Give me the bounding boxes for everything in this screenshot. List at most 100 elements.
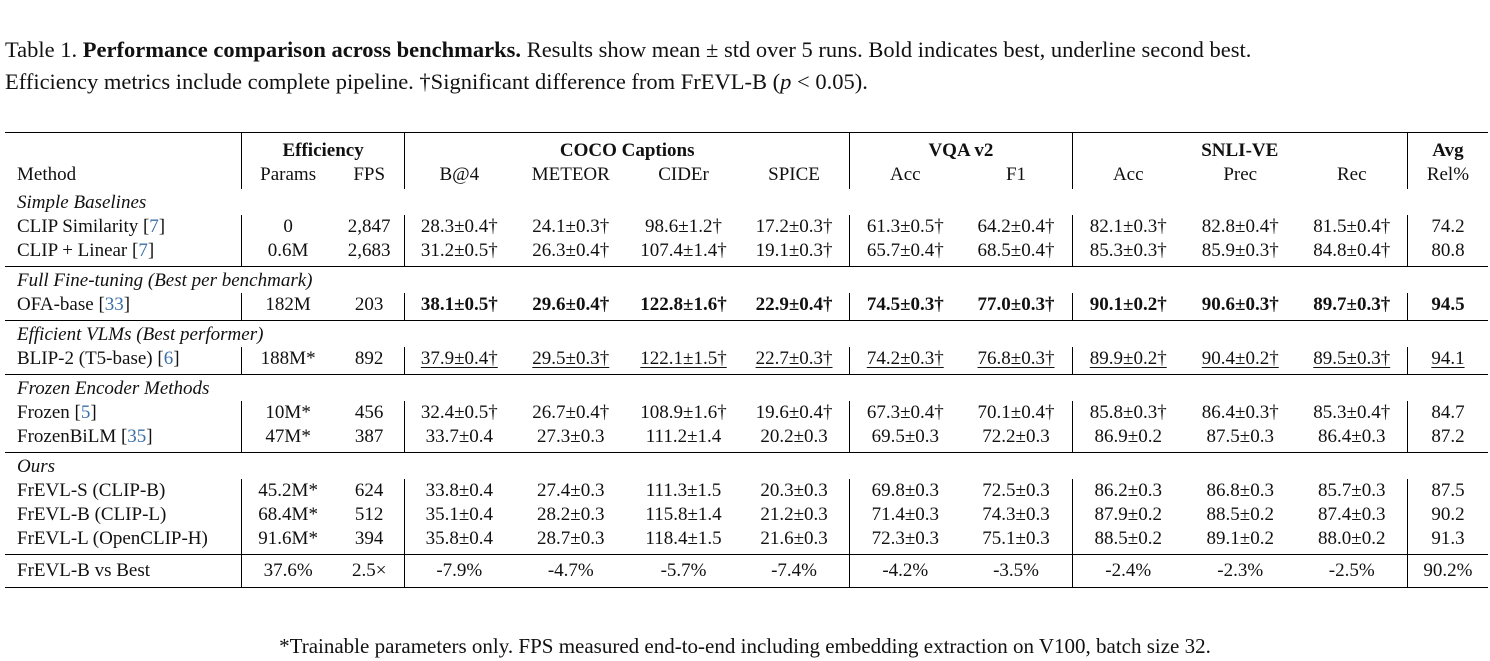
table-row: FrEVL-B (CLIP-L) 68.4M* 512 35.1±0.4 28.2±0.… bbox=[5, 503, 1488, 527]
table-cell: 45.2M* bbox=[241, 479, 335, 503]
table-cell: 68.5±0.4† bbox=[960, 239, 1072, 267]
method-name: OFA-base bbox=[17, 294, 94, 315]
value-cell: 88.5±0.2 bbox=[1094, 528, 1162, 549]
value-cell: 85.7±0.3 bbox=[1318, 480, 1386, 501]
value-cell: 84.8±0.4† bbox=[1313, 240, 1391, 261]
table-cell: 47M* bbox=[241, 425, 335, 453]
method-name: FrEVL-S (CLIP-B) bbox=[17, 480, 166, 501]
table-cell: 33.7±0.4 bbox=[404, 425, 514, 453]
table-row: Frozen [5] 10M* 456 32.4±0.5† 26.7±0.4† 108.9… bbox=[5, 401, 1488, 425]
summary-value: -3.5% bbox=[960, 554, 1073, 588]
value-cell: 28.7±0.3 bbox=[537, 528, 605, 549]
section-header-row: Ours bbox=[5, 452, 1488, 479]
table-cell: 89.1±0.2 bbox=[1184, 527, 1297, 555]
caption-label: Table 1. bbox=[5, 37, 78, 62]
table-cell: 122.8±1.6† bbox=[628, 293, 739, 321]
table-cell: 76.8±0.3† bbox=[960, 347, 1072, 375]
value-cell: 64.2±0.4† bbox=[977, 216, 1055, 237]
table-cell: 74.5±0.3† bbox=[849, 293, 961, 321]
summary-row: FrEVL-B vs Best 37.6% 2.5× -7.9% -4.7% -5.7% -… bbox=[5, 554, 1488, 588]
method-cell: FrEVL-S (CLIP-B) bbox=[5, 479, 242, 503]
column-header: B@4 bbox=[404, 163, 514, 189]
table-cell: 69.8±0.3 bbox=[849, 479, 961, 503]
summary-value: 2.5× bbox=[334, 554, 405, 588]
section-header-row: Full Fine-tuning (Best per benchmark) bbox=[5, 266, 1488, 293]
value-cell: 35.1±0.4 bbox=[425, 504, 493, 525]
table-cell: 111.2±1.4 bbox=[628, 425, 739, 453]
citation-link[interactable]: 7 bbox=[149, 216, 159, 237]
table-cell: 111.3±1.5 bbox=[628, 479, 739, 503]
column-header: Rel% bbox=[1406, 163, 1488, 189]
table-cell: 28.7±0.3 bbox=[513, 527, 628, 555]
table-cell: 85.7±0.3 bbox=[1297, 479, 1408, 503]
value-cell: 89.7±0.3† bbox=[1313, 294, 1391, 315]
table-cell: 61.3±0.5† bbox=[849, 215, 961, 239]
value-cell: 2,683 bbox=[347, 240, 391, 261]
method-name: FrEVL-B (CLIP-L) bbox=[17, 504, 167, 525]
citation-link[interactable]: 33 bbox=[104, 294, 124, 315]
value-cell: 21.6±0.3 bbox=[760, 528, 828, 549]
value-cell: 69.5±0.3 bbox=[871, 426, 939, 447]
value-cell: 72.2±0.3 bbox=[982, 426, 1050, 447]
table-cell: 24.1±0.3† bbox=[513, 215, 628, 239]
citation-link[interactable]: 35 bbox=[127, 426, 147, 447]
table-cell: 35.1±0.4 bbox=[404, 503, 514, 527]
table-cell: 21.2±0.3 bbox=[739, 503, 850, 527]
section-title: Simple Baselines bbox=[17, 192, 147, 213]
table-row: CLIP + Linear [7] 0.6M 2,683 31.2±0.5† 26.3±… bbox=[5, 239, 1488, 267]
table-row: BLIP-2 (T5-base) [6] 188M* 892 37.9±0.4† 29.… bbox=[5, 347, 1488, 375]
table-cell: 182M bbox=[241, 293, 335, 321]
column-header: Rec bbox=[1336, 164, 1367, 185]
column-header: SPICE bbox=[768, 164, 820, 185]
summary-value: 90.2% bbox=[1406, 554, 1488, 588]
value-cell: 85.8±0.3† bbox=[1089, 402, 1167, 423]
table-row: FrozenBiLM [35] 47M* 387 33.7±0.4 27.3±0.3 11… bbox=[5, 425, 1488, 453]
value-cell: 111.2±1.4 bbox=[645, 426, 722, 447]
caption-line-1: Table 1. Performance comparison across b… bbox=[5, 34, 1487, 66]
header-column-row: Method Params FPS B@4 METEOR CIDEr SPICE… bbox=[5, 163, 1488, 189]
value-cell: 22.9±0.4† bbox=[755, 294, 833, 315]
value-cell: 122.1±1.5† bbox=[640, 348, 727, 369]
value-cell: 107.4±1.4† bbox=[640, 240, 727, 261]
value-cell: 74.2±0.3† bbox=[866, 348, 944, 369]
value-cell: 87.4±0.3 bbox=[1318, 504, 1386, 525]
method-cell: CLIP Similarity [7] bbox=[17, 216, 166, 237]
table-cell: 65.7±0.4† bbox=[849, 239, 961, 267]
value-cell: 67.3±0.4† bbox=[866, 402, 944, 423]
value-cell: 29.5±0.3† bbox=[532, 348, 610, 369]
value-cell: 87.9±0.2 bbox=[1094, 504, 1162, 525]
column-header: CIDEr bbox=[658, 164, 709, 185]
table-footnote: *Trainable parameters only. FPS measured… bbox=[279, 634, 1211, 658]
value-cell: 27.4±0.3 bbox=[537, 480, 605, 501]
table-cell: 38.1±0.5† bbox=[404, 293, 514, 321]
table-cell: 67.3±0.4† bbox=[849, 401, 961, 425]
value-cell: 70.1±0.4† bbox=[977, 402, 1055, 423]
table-cell: 512 bbox=[334, 503, 404, 527]
value-cell: 21.2±0.3 bbox=[760, 504, 828, 525]
citation-link[interactable]: 5 bbox=[80, 402, 91, 423]
value-cell: 29.6±0.4† bbox=[532, 294, 610, 315]
header-group-empty bbox=[5, 133, 242, 164]
table-caption: Table 1. Performance comparison across b… bbox=[5, 34, 1487, 98]
table-cell: 81.5±0.4† bbox=[1297, 215, 1408, 239]
table-cell: 107.4±1.4† bbox=[628, 239, 739, 267]
value-cell: 115.8±1.4 bbox=[645, 504, 722, 525]
table-cell: 32.4±0.5† bbox=[404, 401, 514, 425]
table-cell: 90.6±0.3† bbox=[1184, 293, 1297, 321]
table-cell: 20.3±0.3 bbox=[739, 479, 850, 503]
value-cell: 2,847 bbox=[347, 216, 391, 237]
value-cell: 68.5±0.4† bbox=[977, 240, 1055, 261]
summary-value: -2.4% bbox=[1071, 554, 1184, 588]
value-cell: 108.9±1.6† bbox=[640, 402, 727, 423]
table-cell: 21.6±0.3 bbox=[739, 527, 850, 555]
table-cell: 892 bbox=[334, 347, 404, 375]
value-cell: 35.8±0.4 bbox=[425, 528, 493, 549]
section-header-row: Simple Baselines bbox=[5, 189, 1488, 215]
table-header: Efficiency COCO Captions VQA v2 SNLI-VE … bbox=[5, 132, 1488, 189]
citation-link[interactable]: 6 bbox=[163, 348, 174, 369]
table-cell: 35.8±0.4 bbox=[404, 527, 514, 555]
citation-link[interactable]: 7 bbox=[138, 240, 148, 261]
column-header: Params bbox=[241, 163, 335, 189]
value-cell: 512 bbox=[354, 504, 384, 525]
column-header: FPS bbox=[353, 164, 386, 185]
